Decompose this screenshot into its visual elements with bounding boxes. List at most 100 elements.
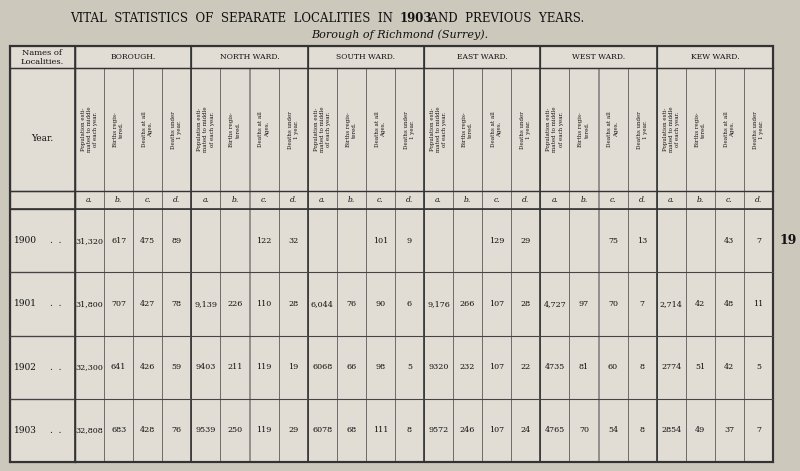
Text: 211: 211 bbox=[227, 363, 242, 371]
Text: 43: 43 bbox=[724, 237, 734, 245]
Bar bbox=[627, 191, 657, 209]
Text: Names of
Localities.: Names of Localities. bbox=[21, 49, 64, 66]
Text: 8: 8 bbox=[640, 426, 645, 434]
Bar bbox=[482, 209, 511, 272]
Text: .  .: . . bbox=[50, 236, 62, 245]
Text: NORTH WARD.: NORTH WARD. bbox=[220, 53, 279, 61]
Text: Births regis-
tered.: Births regis- tered. bbox=[113, 112, 124, 147]
Text: 59: 59 bbox=[172, 363, 182, 371]
Text: 31,320: 31,320 bbox=[75, 237, 103, 245]
Text: b.: b. bbox=[464, 196, 471, 204]
Bar bbox=[10, 46, 773, 462]
Bar bbox=[540, 399, 570, 462]
Text: 42: 42 bbox=[724, 363, 734, 371]
Text: 1903: 1903 bbox=[400, 11, 433, 24]
Text: 7: 7 bbox=[756, 426, 761, 434]
Text: .  .: . . bbox=[50, 300, 62, 309]
Text: 24: 24 bbox=[521, 426, 531, 434]
Text: 428: 428 bbox=[140, 426, 155, 434]
Bar bbox=[10, 209, 75, 272]
Bar bbox=[540, 272, 570, 335]
Text: 9572: 9572 bbox=[429, 426, 449, 434]
Text: d.: d. bbox=[522, 196, 530, 204]
Bar bbox=[337, 209, 366, 272]
Bar bbox=[133, 209, 162, 272]
Bar bbox=[366, 68, 395, 191]
Bar bbox=[744, 209, 773, 272]
Bar bbox=[540, 46, 657, 68]
Bar bbox=[366, 272, 395, 335]
Text: 683: 683 bbox=[111, 426, 126, 434]
Text: Deaths under
1 year.: Deaths under 1 year. bbox=[637, 111, 648, 148]
Text: 31,800: 31,800 bbox=[76, 300, 103, 308]
Text: a.: a. bbox=[318, 196, 326, 204]
Bar bbox=[337, 399, 366, 462]
Text: 107: 107 bbox=[489, 300, 504, 308]
Bar bbox=[10, 46, 75, 209]
Text: 111: 111 bbox=[373, 426, 388, 434]
Text: 90: 90 bbox=[375, 300, 386, 308]
Text: 107: 107 bbox=[489, 426, 504, 434]
Bar bbox=[511, 335, 540, 399]
Bar bbox=[424, 335, 453, 399]
Text: 250: 250 bbox=[227, 426, 242, 434]
Text: 9403: 9403 bbox=[196, 363, 216, 371]
Bar bbox=[715, 399, 744, 462]
Bar bbox=[250, 209, 278, 272]
Bar bbox=[570, 68, 598, 191]
Bar bbox=[133, 191, 162, 209]
Bar bbox=[308, 68, 337, 191]
Text: .  .: . . bbox=[50, 363, 62, 372]
Bar bbox=[482, 399, 511, 462]
Bar bbox=[598, 209, 627, 272]
Bar bbox=[744, 68, 773, 191]
Bar bbox=[744, 335, 773, 399]
Text: 98: 98 bbox=[375, 363, 386, 371]
Text: 246: 246 bbox=[460, 426, 475, 434]
Text: 707: 707 bbox=[111, 300, 126, 308]
Text: 119: 119 bbox=[256, 363, 272, 371]
Bar bbox=[104, 209, 133, 272]
Text: 8: 8 bbox=[640, 363, 645, 371]
Text: b.: b. bbox=[348, 196, 355, 204]
Text: 7: 7 bbox=[756, 237, 761, 245]
Bar bbox=[162, 68, 191, 191]
Bar bbox=[715, 272, 744, 335]
Text: 6068: 6068 bbox=[312, 363, 332, 371]
Bar bbox=[482, 272, 511, 335]
Bar bbox=[10, 335, 75, 399]
Text: Births regis-
tered.: Births regis- tered. bbox=[694, 112, 706, 147]
Bar bbox=[250, 68, 278, 191]
Bar bbox=[366, 191, 395, 209]
Text: Deaths under
1 year.: Deaths under 1 year. bbox=[753, 111, 764, 148]
Text: 9539: 9539 bbox=[196, 426, 216, 434]
Bar bbox=[453, 191, 482, 209]
Text: b.: b. bbox=[697, 196, 704, 204]
Bar bbox=[540, 335, 570, 399]
Text: 226: 226 bbox=[227, 300, 242, 308]
Bar bbox=[657, 209, 686, 272]
Text: Year.: Year. bbox=[31, 134, 54, 143]
Bar bbox=[221, 335, 250, 399]
Bar bbox=[104, 191, 133, 209]
Text: Borough of Richmond (Surrey).: Borough of Richmond (Surrey). bbox=[311, 30, 489, 41]
Text: 9,176: 9,176 bbox=[427, 300, 450, 308]
Text: Deaths under
1 year.: Deaths under 1 year. bbox=[404, 111, 415, 148]
Bar bbox=[453, 399, 482, 462]
Text: Births regis-
tered.: Births regis- tered. bbox=[578, 112, 590, 147]
Bar bbox=[657, 399, 686, 462]
Text: Population esti-
mated to middle
of each year.: Population esti- mated to middle of each… bbox=[662, 107, 680, 153]
Bar bbox=[104, 68, 133, 191]
Text: 617: 617 bbox=[111, 237, 126, 245]
Text: 426: 426 bbox=[140, 363, 155, 371]
Bar bbox=[104, 272, 133, 335]
Text: BOROUGH.: BOROUGH. bbox=[110, 53, 156, 61]
Text: Births regis-
tered.: Births regis- tered. bbox=[346, 112, 357, 147]
Text: 68: 68 bbox=[346, 426, 356, 434]
Text: a.: a. bbox=[668, 196, 674, 204]
Bar bbox=[133, 399, 162, 462]
Bar bbox=[366, 335, 395, 399]
Text: 641: 641 bbox=[111, 363, 126, 371]
Bar bbox=[715, 68, 744, 191]
Bar bbox=[191, 68, 221, 191]
